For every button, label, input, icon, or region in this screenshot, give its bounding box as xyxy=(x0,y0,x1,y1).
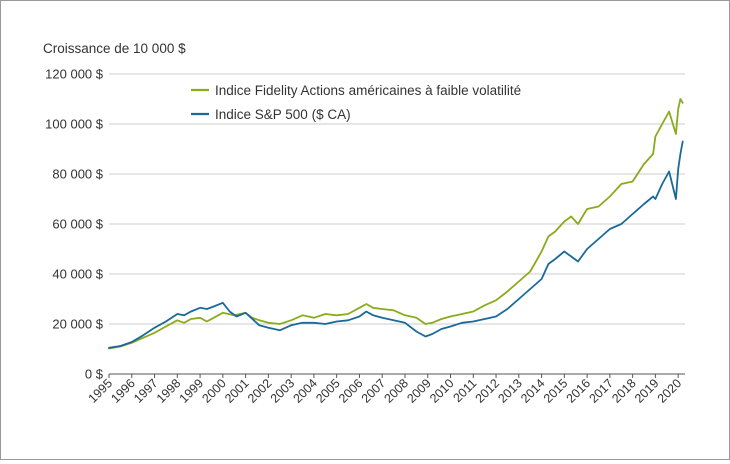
x-tick-label-22: 2017 xyxy=(586,376,616,406)
x-tick-label-3: 1998 xyxy=(154,376,184,406)
legend-label-low-volatility: Indice Fidelity Actions américaines à fa… xyxy=(215,83,521,98)
x-tick-label-2: 1997 xyxy=(131,376,161,406)
x-tick-label-1: 1996 xyxy=(108,376,138,406)
y-axis-label: Croissance de 10 000 $ xyxy=(43,41,186,56)
x-tick-label-25: 2020 xyxy=(655,376,685,406)
x-tick-label-5: 2000 xyxy=(199,376,229,406)
x-tick-label-10: 2005 xyxy=(313,376,343,406)
x-tick-label-24: 2019 xyxy=(632,376,662,406)
x-tick-label-23: 2018 xyxy=(609,376,639,406)
legend: Indice Fidelity Actions américaines à fa… xyxy=(191,83,521,122)
y-tick-label-6: 120 000 $ xyxy=(45,67,104,82)
y-tick-label-1: 20 000 $ xyxy=(52,317,103,332)
x-tick-labels: 1995199619971998199920002001200220032004… xyxy=(86,374,685,406)
x-tick-label-11: 2006 xyxy=(336,376,366,406)
gridlines xyxy=(109,73,685,375)
series-line-low-volatility xyxy=(108,98,684,350)
x-tick-label-18: 2013 xyxy=(495,376,525,406)
x-tick-label-8: 2003 xyxy=(268,376,298,406)
x-tick-label-13: 2008 xyxy=(382,376,412,406)
x-tick-label-7: 2002 xyxy=(245,376,275,406)
x-tick-label-17: 2012 xyxy=(473,376,503,406)
y-tick-label-5: 100 000 $ xyxy=(45,117,104,132)
legend-label-sp500: Indice S&P 500 ($ CA) xyxy=(215,107,351,122)
x-tick-label-16: 2011 xyxy=(450,376,479,405)
series-lines xyxy=(108,98,684,350)
x-tick-label-9: 2004 xyxy=(290,376,320,406)
y-tick-label-4: 80 000 $ xyxy=(52,167,103,182)
x-tick-label-14: 2009 xyxy=(404,376,434,406)
x-tick-label-15: 2010 xyxy=(427,376,457,406)
x-tick-label-6: 2001 xyxy=(222,376,252,406)
y-tick-labels: 0 $ 20 000 $ 40 000 $ 60 000 $ 80 000 $ 100 0… xyxy=(45,67,104,382)
series-line-sp500 xyxy=(108,140,684,349)
y-tick-label-2: 40 000 $ xyxy=(52,267,103,282)
x-tick-label-4: 1999 xyxy=(177,376,207,406)
x-tick-label-21: 2016 xyxy=(564,376,594,406)
x-tick-label-20: 2015 xyxy=(541,376,571,406)
y-tick-label-3: 60 000 $ xyxy=(52,217,103,232)
x-tick-label-19: 2014 xyxy=(518,376,548,406)
y-tick-label-0: 0 $ xyxy=(85,367,104,382)
x-tick-label-12: 2007 xyxy=(359,376,389,406)
